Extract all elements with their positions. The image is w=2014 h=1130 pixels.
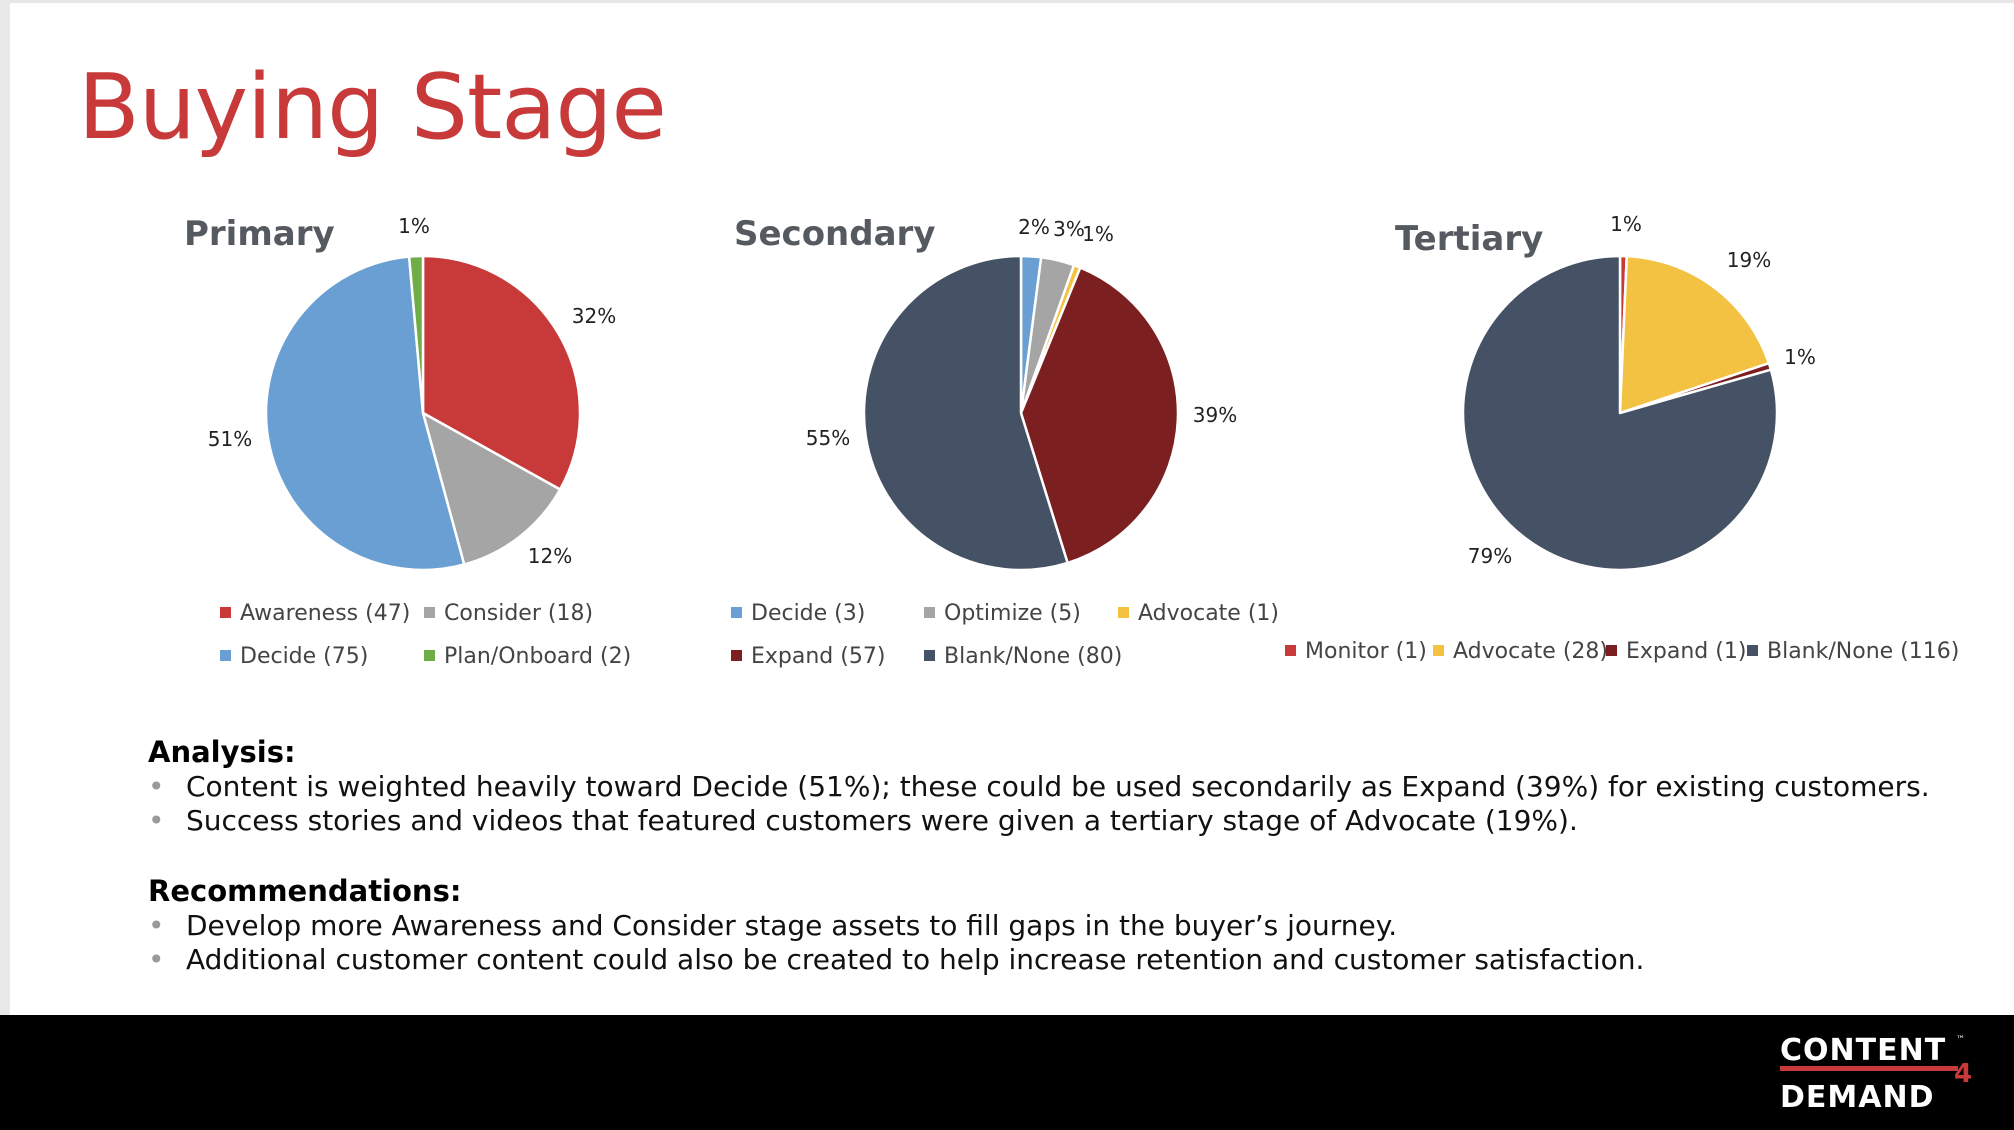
pie-slice-secondary-blank-none (862, 254, 1069, 572)
pie-data-label-tertiary-expand: 1% (1784, 345, 1816, 369)
legend-label: Blank/None (80) (944, 644, 1123, 669)
legend-label: Expand (1) (1626, 639, 1747, 664)
pie-data-label-tertiary-monitor: 1% (1610, 212, 1642, 236)
pie-slice-tertiary-advocate (1618, 254, 1771, 415)
pie-slice-primary-plan-onboard (407, 254, 425, 415)
legend-label: Consider (18) (444, 601, 594, 626)
slide-left-border (0, 0, 10, 1015)
bullet-dot: • (148, 943, 165, 976)
chart-title-tertiary: Tertiary (1395, 219, 1544, 259)
pie-data-label-tertiary-blank-none: 79% (1468, 544, 1512, 568)
pie-data-label-primary-decide: 51% (208, 427, 252, 451)
legend-swatch (1606, 644, 1617, 656)
pie-data-label-secondary-advocate: 1% (1082, 222, 1114, 246)
legend-label: Advocate (28) (1453, 639, 1608, 664)
legend-item-tertiary-expand: Expand (1) (1606, 639, 1746, 664)
page-title: Buying Stage (78, 55, 667, 160)
legend-label: Expand (57) (751, 644, 886, 669)
logo-tm: ™ (1956, 1035, 1965, 1045)
legend-swatch (731, 649, 742, 661)
recommendations-bullet: • Additional customer content could also … (148, 943, 1644, 976)
pie-charts: 32%12%51%1% 2% 3%1%39%55%1%19%1%79% (208, 212, 1816, 572)
analysis-bullet: • Content is weighted heavily toward Deci… (148, 770, 1930, 803)
legend-swatch (424, 606, 435, 618)
pie-data-label-secondary-expand: 39% (1193, 403, 1237, 427)
analysis-bullet: • Success stories and videos that feature… (148, 804, 1578, 837)
legend-swatch (220, 649, 231, 661)
recommendations-bullet: • Develop more Awareness and Consider sta… (148, 909, 1397, 942)
bullet-dot: • (148, 909, 165, 942)
legend-item-primary-awareness: Awareness (47) (220, 601, 410, 626)
logo-text-top: CONTENT (1780, 1033, 1946, 1068)
legend-item-primary-consider: Consider (18) (424, 601, 593, 626)
analysis-heading: Analysis: (148, 735, 296, 769)
legend-item-secondary-optimize: Optimize (5) (924, 601, 1081, 626)
pie-data-label-secondary-optimize: 3% (1053, 217, 1085, 241)
pie-slice-secondary-expand (1019, 266, 1180, 565)
bullet-dot: • (148, 770, 165, 803)
legend-label: Advocate (1) (1138, 601, 1280, 626)
legend-swatch (1747, 644, 1758, 656)
legend-item-tertiary-advocate: Advocate (28) (1433, 639, 1608, 664)
logo-red-bar (1780, 1066, 1958, 1071)
pie-slice-primary-awareness (421, 254, 582, 491)
bullet-text: Develop more Awareness and Consider stag… (186, 909, 1398, 942)
legend-label: Decide (3) (751, 601, 866, 626)
legend-label: Awareness (47) (240, 601, 411, 626)
bullet-text: Content is weighted heavily toward Decid… (186, 770, 1930, 803)
legend-label: Monitor (1) (1305, 639, 1427, 664)
legend-item-tertiary-blank: Blank/None (116) (1747, 639, 1959, 664)
logo-text-bottom: DEMAND (1780, 1080, 1934, 1115)
legend-label: Optimize (5) (944, 601, 1081, 626)
legend-item-secondary-decide: Decide (3) (731, 601, 865, 626)
bullet-dot: • (148, 804, 165, 837)
legend-swatch (424, 649, 435, 661)
slide-top-border (0, 0, 2014, 3)
legend-item-secondary-advocate: Advocate (1) (1118, 601, 1279, 626)
recommendations-heading: Recommendations: (148, 874, 462, 908)
legend-swatch (924, 649, 935, 661)
pie-data-label-primary-awareness: 32% (572, 304, 616, 328)
pie-data-label-secondary-decide: 2% (1018, 215, 1050, 239)
chart-title-primary: Primary (184, 214, 335, 254)
pie-slice-tertiary-blank-none (1461, 254, 1779, 572)
legend-swatch (1285, 644, 1296, 656)
footer-bar (0, 1015, 2014, 1130)
bullet-text: Success stories and videos that featured… (186, 804, 1578, 837)
legend-swatch (924, 606, 935, 618)
legend-item-primary-plan-onboard: Plan/Onboard (2) (424, 644, 631, 669)
pie-data-label-primary-consider: 12% (528, 544, 572, 568)
chart-title-secondary: Secondary (734, 214, 936, 254)
legend-label: Decide (75) (240, 644, 369, 669)
logo-number: 4 (1954, 1059, 1972, 1089)
pie-slice-primary-decide (264, 255, 466, 572)
legend-swatch (220, 606, 231, 618)
legend-label: Blank/None (116) (1767, 639, 1960, 664)
legend-item-primary-decide: Decide (75) (220, 644, 368, 669)
content4demand-logo: CONTENT ™ 4 DEMAND (1780, 1033, 1972, 1115)
legend-item-secondary-blank: Blank/None (80) (924, 644, 1122, 669)
legend-swatch (731, 606, 742, 618)
legend-item-tertiary-monitor: Monitor (1) (1285, 639, 1427, 664)
legend-swatch (1433, 644, 1444, 656)
legend-swatch (1118, 606, 1129, 618)
legend-label: Plan/Onboard (2) (444, 644, 632, 669)
legend-item-secondary-expand: Expand (57) (731, 644, 885, 669)
pie-slice-primary-consider (421, 411, 562, 566)
bullet-text: Additional customer content could also b… (186, 943, 1645, 976)
pie-data-label-secondary-blank-none: 55% (806, 426, 850, 450)
pie-data-label-primary-plan-onboard: 1% (398, 214, 430, 238)
pie-data-label-tertiary-advocate: 19% (1727, 248, 1771, 272)
